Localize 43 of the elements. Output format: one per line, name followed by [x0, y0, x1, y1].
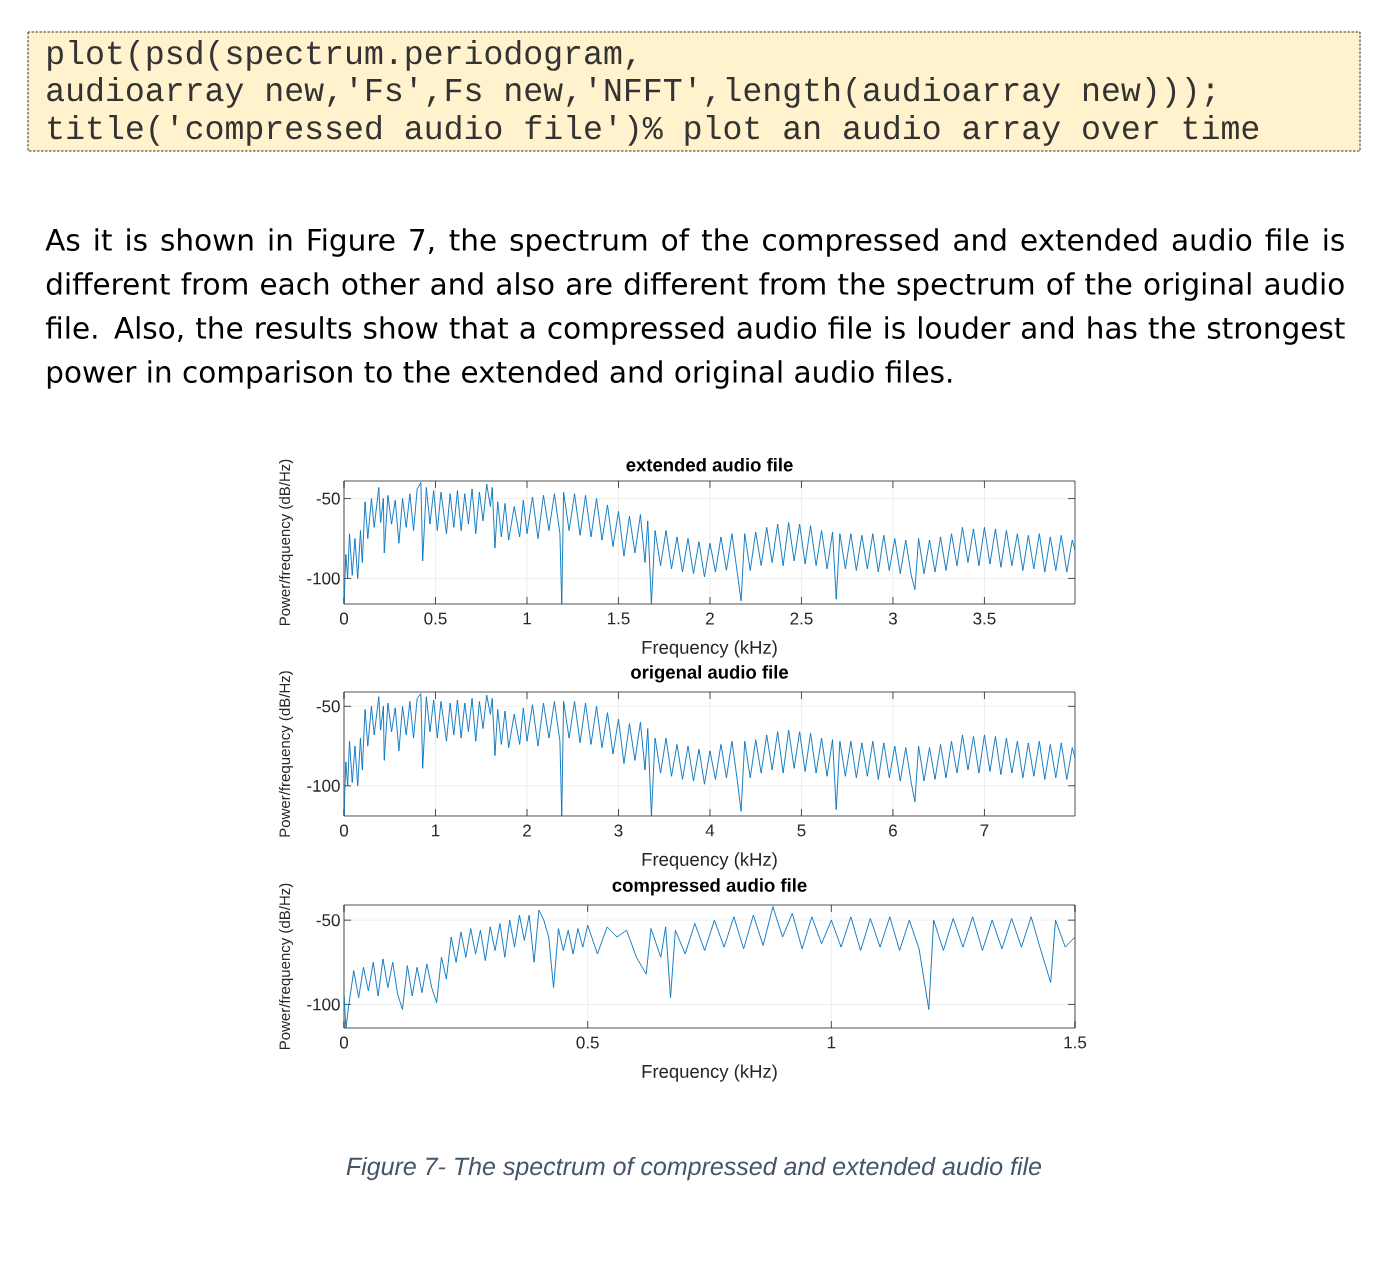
y-tick-label: -50: [316, 914, 340, 927]
caption: Figure 7- The spectrum of compressed and extended audio file: [346, 1156, 1042, 1181]
x-tick-label: 6: [889, 824, 897, 837]
chart-title: origenal audio file: [631, 665, 789, 683]
x-tick-label: 1.5: [607, 612, 630, 625]
x-tick-label: 5: [797, 824, 806, 837]
x-tick-label: 3: [888, 612, 897, 625]
x-axis-title: Frequency (kHz): [642, 852, 777, 870]
x-tick-label: 7: [980, 824, 989, 837]
text: As it is shown in Figure 7, the spectrum of the compressed and extended audio file is different from each other and also are different from the spectrum of the original audio file. Also, the results show that a compressed audio file is louder and has the strongest power in comparison to the extended and original audio files.: [45, 228, 1345, 389]
x-tick-label: 2: [706, 612, 714, 625]
line-series: [344, 693, 1076, 816]
line-series: [344, 906, 1076, 1028]
x-tick-label: 1: [523, 612, 531, 625]
x-tick-label: 2: [523, 824, 531, 837]
x-tick-label: 0.5: [424, 612, 447, 625]
line-series: [344, 482, 1076, 604]
x-tick-label: 3: [614, 824, 623, 837]
y-axis-title: Power/frequency (dB/Hz): [279, 883, 294, 1050]
x-tick-label: 0.5: [576, 1036, 599, 1049]
y-axis-title: Power/frequency (dB/Hz): [279, 671, 294, 837]
x-tick-label: 3.5: [973, 612, 996, 625]
text: plot(psd(spectrum.periodogram,: [48, 39, 635, 71]
x-tick-label: 0: [339, 1036, 349, 1049]
x-tick-label: 0: [339, 824, 349, 837]
x-tick-label: 4: [705, 824, 715, 837]
x-tick-label: 1.5: [1064, 1036, 1087, 1049]
y-tick-label: -50: [316, 700, 340, 713]
x-axis-title: Frequency (kHz): [642, 1064, 777, 1082]
text: title('compressed audio file')% plot an audio array over time: [48, 114, 1259, 146]
y-tick-label: -100: [307, 572, 340, 585]
x-tick-label: 0: [339, 612, 349, 625]
y-tick-label: -50: [316, 492, 340, 505]
y-axis-title: Power/frequency (dB/Hz): [279, 459, 294, 626]
text: audioarray new,'Fs',Fs new,'NFFT',length(audioarray new)));: [47, 76, 1214, 108]
chart-title: extended audio file: [626, 457, 793, 472]
chart-title: compressed audio file: [612, 878, 807, 896]
y-tick-label: -100: [307, 779, 340, 792]
x-tick-label: 1: [827, 1036, 836, 1049]
y-tick-label: -100: [307, 998, 340, 1011]
x-tick-label: 1: [432, 824, 440, 837]
x-axis-title: Frequency (kHz): [642, 640, 777, 658]
x-tick-label: 2.5: [790, 612, 813, 625]
